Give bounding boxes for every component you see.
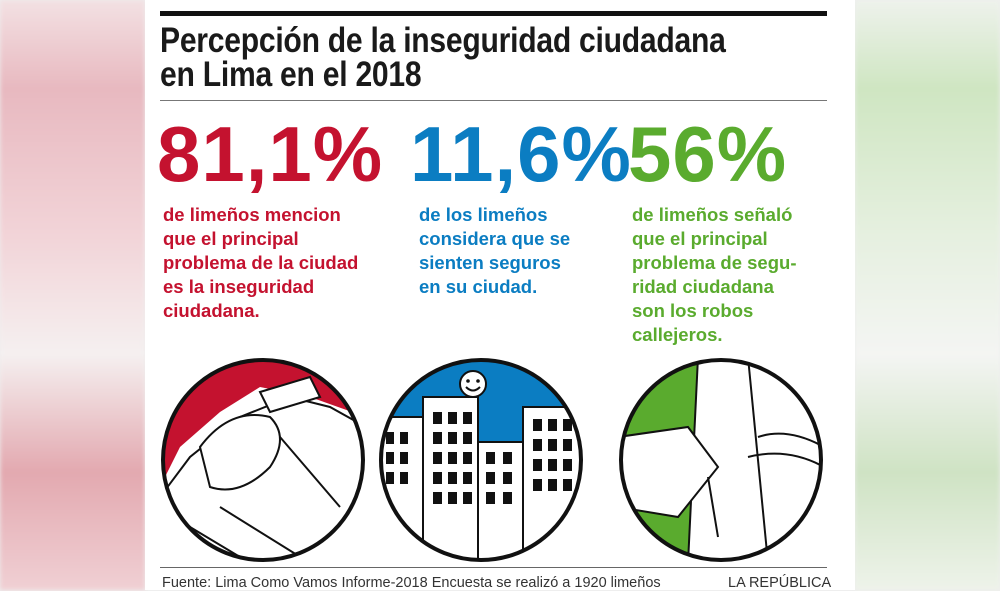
stat-description-safe: de los limeños considera que se sienten … (419, 203, 570, 299)
victim-illustration-icon (161, 358, 365, 562)
blurred-background-right (855, 0, 1000, 590)
desc-line: es la inseguridad (163, 276, 315, 297)
desc-line: de limeños mencion (163, 204, 341, 225)
desc-line: problema de la ciudad (163, 252, 359, 273)
desc-line: que el principal (632, 228, 768, 249)
desc-line: en su ciudad. (419, 276, 538, 297)
smiley-icon (459, 370, 487, 398)
stat-value-robbery: 56% (628, 110, 788, 198)
stat-value-insecurity: 81,1% (157, 110, 384, 198)
city-smiley-illustration-icon (379, 358, 583, 562)
desc-line: de los limeños (419, 204, 548, 225)
desc-line: ciudadana. (163, 300, 260, 321)
desc-line: son los robos (632, 300, 754, 321)
desc-line: que el principal (163, 228, 299, 249)
infographic: Percepción de la inseguridad ciudadana e… (145, 0, 855, 591)
title-line-1: Percepción de la inseguridad ciudadana (160, 21, 726, 60)
desc-line: considera que se (419, 228, 571, 249)
stat-description-insecurity: de limeños mencion que el principal prob… (163, 203, 358, 323)
blurred-background-left (0, 0, 145, 590)
title-line-2: en Lima en el 2018 (160, 55, 422, 94)
desc-line: sienten seguros (419, 252, 561, 273)
desc-line: de limeños señaló (632, 204, 793, 225)
footer-divider (160, 567, 827, 568)
desc-line: ridad ciudadana (632, 276, 774, 297)
publisher-brand: LA REPÚBLICA (728, 575, 832, 591)
stat-description-robbery: de limeños señaló que el principal probl… (632, 203, 796, 347)
stat-value-safe: 11,6% (410, 110, 632, 198)
top-bar (160, 11, 827, 16)
street-robbery-illustration-icon (619, 358, 823, 562)
infographic-title: Percepción de la inseguridad ciudadana e… (160, 21, 762, 94)
desc-line: problema de segu- (632, 252, 797, 273)
source-note: Fuente: Lima Como Vamos Informe-2018 Enc… (162, 575, 661, 591)
desc-line: callejeros. (632, 324, 723, 345)
divider (160, 100, 827, 101)
